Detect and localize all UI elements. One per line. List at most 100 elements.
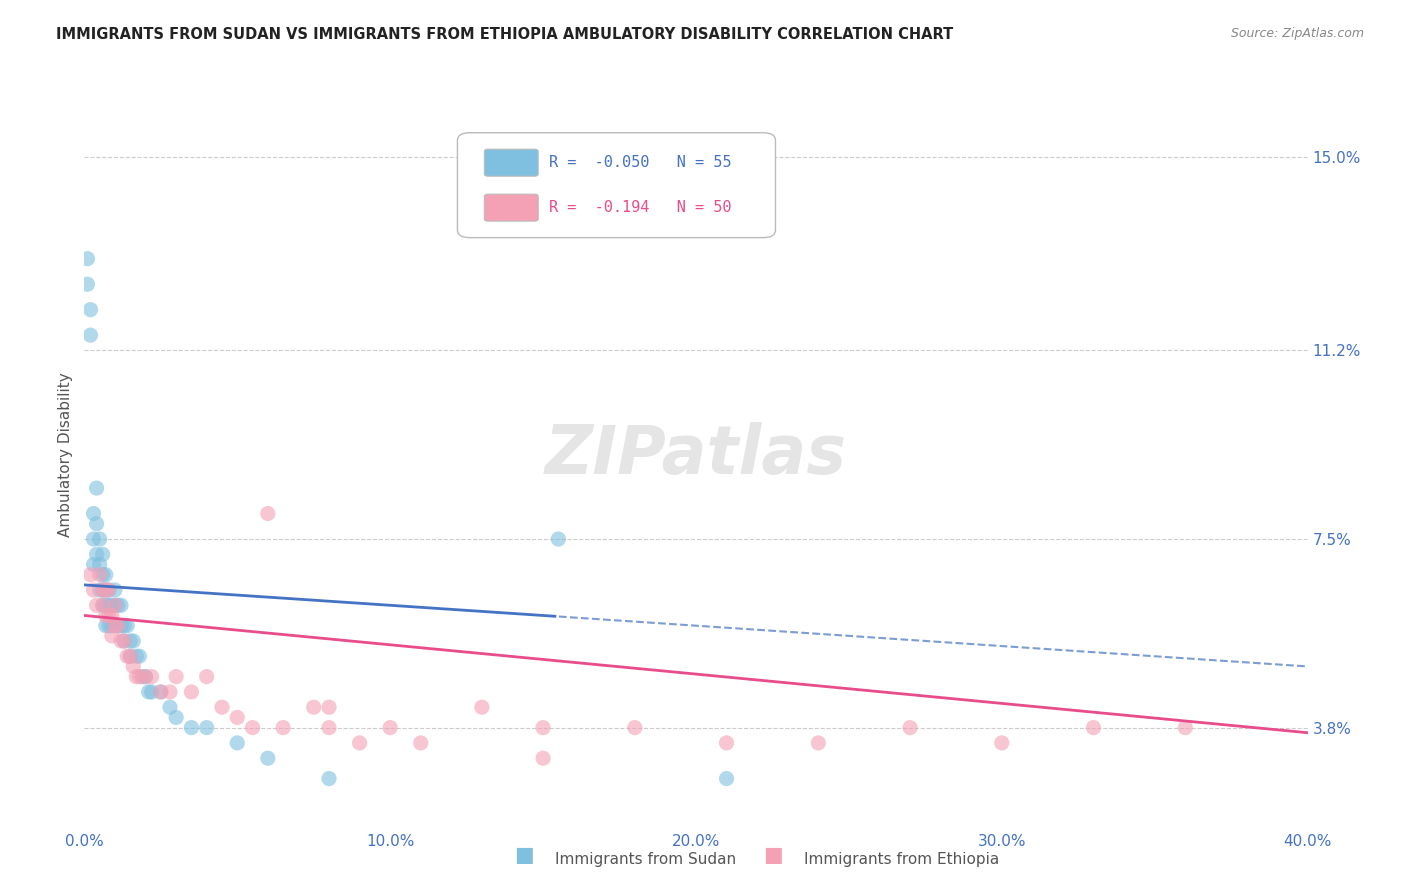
Point	[76, 252, 98, 266]
Text: IMMIGRANTS FROM SUDAN VS IMMIGRANTS FROM ETHIOPIA AMBULATORY DISABILITY CORRELAT: IMMIGRANTS FROM SUDAN VS IMMIGRANTS FROM…	[56, 27, 953, 42]
Point	[257, 751, 280, 765]
Point	[89, 532, 111, 546]
Point	[86, 599, 108, 613]
Point	[97, 599, 120, 613]
Text: ■: ■	[763, 846, 783, 865]
FancyBboxPatch shape	[484, 149, 538, 177]
Text: R =  -0.050   N = 55: R = -0.050 N = 55	[550, 155, 731, 170]
Point	[107, 599, 129, 613]
Point	[149, 685, 172, 699]
Point	[716, 736, 738, 750]
Point	[138, 685, 160, 699]
Point	[83, 558, 105, 572]
Point	[165, 670, 187, 684]
Point	[898, 721, 921, 735]
Text: ■: ■	[515, 846, 534, 865]
Point	[86, 516, 108, 531]
Point	[302, 700, 325, 714]
Point	[531, 751, 554, 765]
Point	[122, 634, 145, 648]
Text: Immigrants from Sudan: Immigrants from Sudan	[555, 852, 737, 867]
Point	[165, 710, 187, 724]
Point	[104, 599, 127, 613]
Point	[94, 618, 117, 632]
Point	[624, 721, 647, 735]
Point	[107, 618, 129, 632]
Point	[125, 649, 148, 664]
Point	[97, 582, 120, 597]
Point	[104, 599, 127, 613]
Point	[110, 634, 132, 648]
Point	[104, 582, 127, 597]
Point	[94, 567, 117, 582]
Point	[104, 618, 127, 632]
Point	[94, 608, 117, 623]
Point	[94, 599, 117, 613]
Point	[547, 532, 569, 546]
Point	[110, 618, 132, 632]
Point	[991, 736, 1014, 750]
Point	[380, 721, 402, 735]
Point	[101, 629, 124, 643]
Point	[79, 302, 101, 317]
Point	[226, 710, 249, 724]
Point	[531, 721, 554, 735]
Point	[125, 670, 148, 684]
Point	[107, 618, 129, 632]
Point	[318, 721, 340, 735]
Point	[716, 772, 738, 786]
Point	[115, 649, 138, 664]
Point	[1083, 721, 1105, 735]
Point	[101, 608, 124, 623]
Point	[471, 700, 494, 714]
Point	[91, 599, 114, 613]
Point	[195, 721, 218, 735]
Point	[91, 547, 114, 561]
Point	[91, 582, 114, 597]
Point	[76, 277, 98, 292]
Point	[128, 649, 150, 664]
Point	[91, 567, 114, 582]
Point	[115, 618, 138, 632]
Point	[112, 634, 135, 648]
Point	[318, 700, 340, 714]
Point	[128, 670, 150, 684]
Point	[180, 721, 202, 735]
Point	[141, 670, 163, 684]
Point	[226, 736, 249, 750]
Point	[91, 582, 114, 597]
Point	[94, 582, 117, 597]
Point	[79, 328, 101, 343]
Point	[135, 670, 157, 684]
Text: Immigrants from Ethiopia: Immigrants from Ethiopia	[804, 852, 1000, 867]
Point	[349, 736, 371, 750]
Point	[131, 670, 153, 684]
Point	[141, 685, 163, 699]
Point	[257, 507, 280, 521]
Point	[97, 608, 120, 623]
Point	[409, 736, 432, 750]
Point	[86, 547, 108, 561]
Point	[120, 634, 142, 648]
Text: Source: ZipAtlas.com: Source: ZipAtlas.com	[1230, 27, 1364, 40]
Point	[135, 670, 157, 684]
Point	[86, 481, 108, 495]
Point	[97, 618, 120, 632]
Point	[83, 507, 105, 521]
Point	[211, 700, 233, 714]
FancyBboxPatch shape	[457, 133, 776, 237]
Point	[318, 772, 340, 786]
Point	[104, 618, 127, 632]
Point	[110, 599, 132, 613]
Point	[159, 685, 181, 699]
Point	[83, 532, 105, 546]
Point	[180, 685, 202, 699]
Point	[195, 670, 218, 684]
Point	[149, 685, 172, 699]
Point	[1174, 721, 1197, 735]
Point	[94, 582, 117, 597]
Point	[112, 634, 135, 648]
Point	[807, 736, 830, 750]
Point	[97, 582, 120, 597]
Point	[120, 649, 142, 664]
